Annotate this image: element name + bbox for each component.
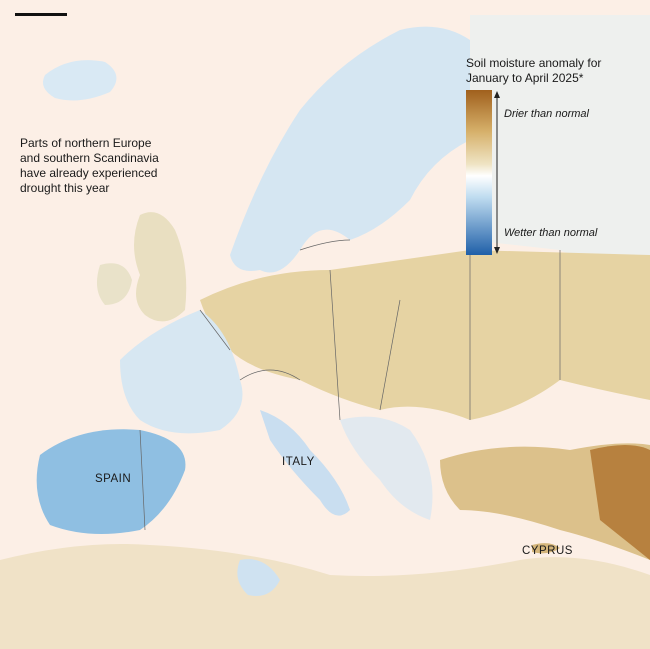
annotation-line: drought this year bbox=[20, 181, 109, 195]
annotation: Parts of northern Europe and southern Sc… bbox=[20, 136, 159, 195]
annotation-line: and southern Scandinavia bbox=[20, 151, 159, 165]
brand-bar bbox=[15, 13, 67, 16]
place-label: CYPRUS bbox=[522, 545, 573, 557]
annotation-line: have already experienced bbox=[20, 166, 157, 180]
cyprus-island bbox=[532, 543, 560, 554]
legend: Soil moisture anomaly for January to Apr… bbox=[466, 56, 601, 255]
annotation-line: Parts of northern Europe bbox=[20, 136, 152, 150]
iberia bbox=[36, 429, 186, 534]
legend-title: Soil moisture anomaly for bbox=[466, 56, 601, 70]
france bbox=[120, 310, 243, 434]
middle-east bbox=[590, 445, 650, 560]
legend-label: Wetter than normal bbox=[504, 227, 598, 239]
britain bbox=[134, 212, 187, 322]
arrow-up bbox=[494, 91, 500, 98]
ireland bbox=[96, 263, 132, 305]
legend-title: January to April 2025* bbox=[466, 71, 584, 85]
place-label: ITALY bbox=[282, 456, 315, 468]
central-east-europe bbox=[200, 250, 650, 420]
land bbox=[0, 15, 650, 649]
italy bbox=[260, 410, 350, 516]
scandinavia bbox=[230, 26, 470, 273]
legend-label: Drier than normal bbox=[504, 108, 590, 120]
color-scale bbox=[466, 90, 492, 255]
russia-north bbox=[470, 15, 650, 264]
north-africa bbox=[0, 544, 650, 649]
balkans bbox=[340, 416, 433, 520]
tunisia bbox=[237, 559, 280, 596]
iceland bbox=[42, 60, 117, 101]
arrow-down bbox=[494, 247, 500, 254]
borders bbox=[139, 239, 561, 531]
place-label: SPAIN bbox=[95, 473, 131, 485]
